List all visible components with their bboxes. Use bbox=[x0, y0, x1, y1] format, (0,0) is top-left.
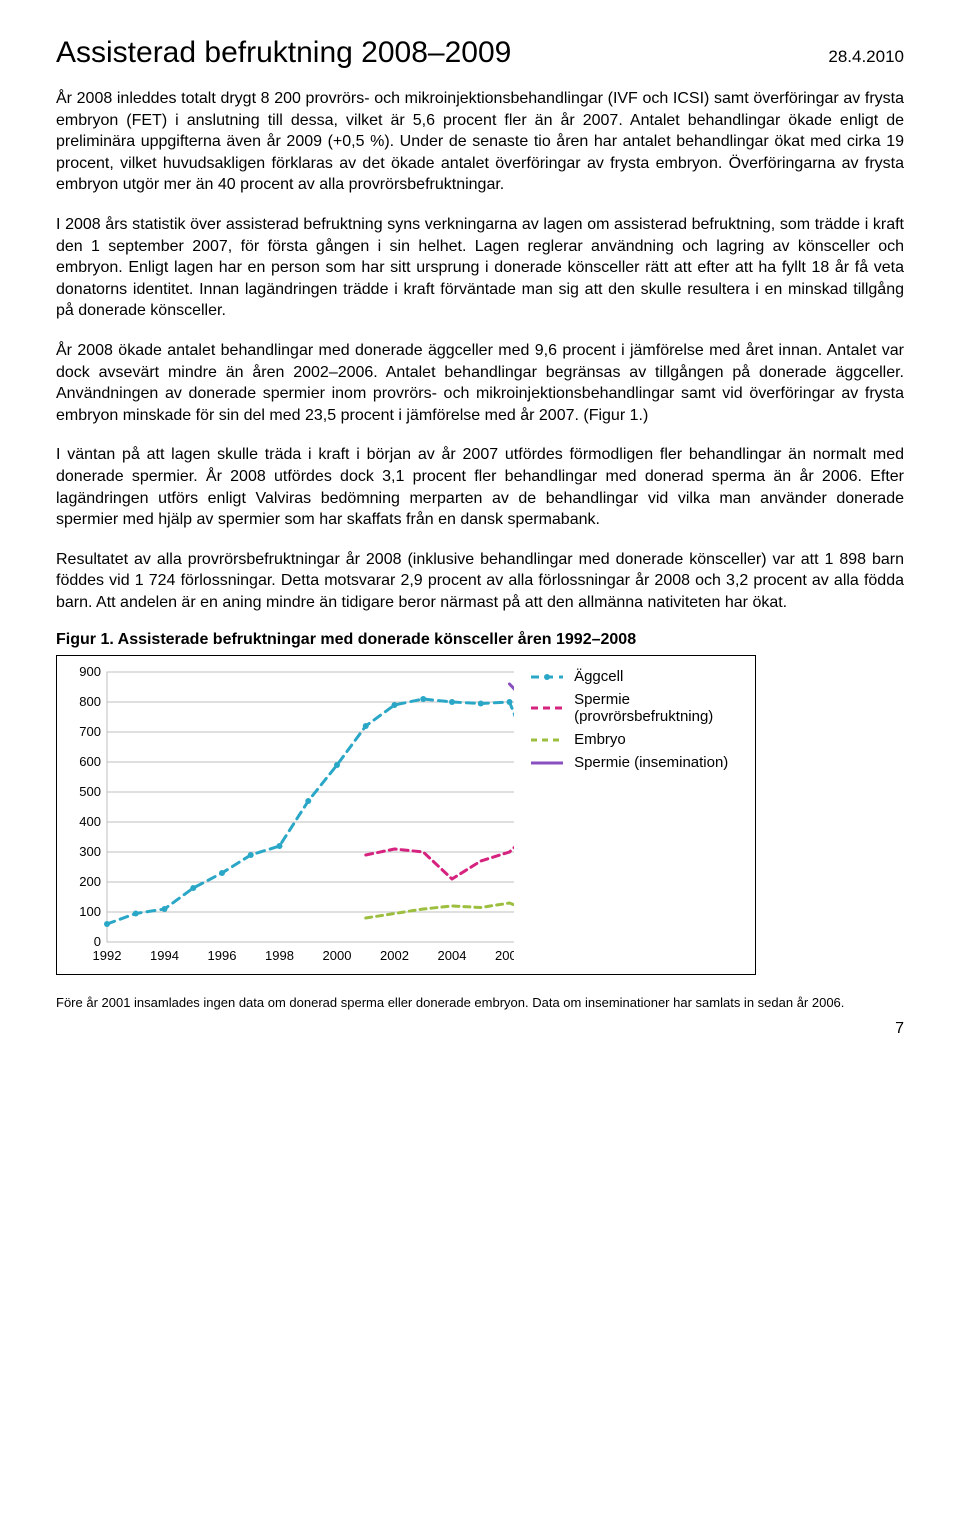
svg-text:0: 0 bbox=[94, 934, 101, 949]
svg-text:2000: 2000 bbox=[323, 948, 352, 963]
legend-label: Spermie (insemination) bbox=[574, 754, 728, 771]
paragraph-2: I 2008 års statistik över assisterad bef… bbox=[56, 214, 904, 322]
legend-item: Äggcell bbox=[530, 668, 745, 685]
page-title: Assisterad befruktning 2008–2009 bbox=[56, 36, 511, 70]
paragraph-4: I väntan på att lagen skulle träda i kra… bbox=[56, 444, 904, 530]
line-chart: 0 100 200 300 400 500 600 700 800 900 1992 1994 1996… bbox=[67, 664, 514, 968]
title-row: Assisterad befruktning 2008–2009 28.4.20… bbox=[56, 36, 904, 70]
legend-item: Spermie (provrörsbefruktning) bbox=[530, 691, 745, 725]
svg-text:700: 700 bbox=[79, 724, 101, 739]
legend-item: Spermie (insemination) bbox=[530, 754, 745, 771]
svg-text:800: 800 bbox=[79, 694, 101, 709]
svg-text:2002: 2002 bbox=[380, 948, 409, 963]
legend-label: Embryo bbox=[574, 731, 626, 748]
legend-label: Äggcell bbox=[574, 668, 623, 685]
figure-footnote: Före år 2001 insamlades ingen data om do… bbox=[56, 995, 904, 1012]
svg-text:400: 400 bbox=[79, 814, 101, 829]
svg-text:2006: 2006 bbox=[495, 948, 514, 963]
svg-text:500: 500 bbox=[79, 784, 101, 799]
svg-text:1998: 1998 bbox=[265, 948, 294, 963]
svg-text:300: 300 bbox=[79, 844, 101, 859]
page-number: 7 bbox=[56, 1020, 904, 1038]
chart-container: 0 100 200 300 400 500 600 700 800 900 1992 1994 1996… bbox=[56, 655, 756, 975]
chart-legend: Äggcell Spermie (provrörsbefruktning) Embr… bbox=[530, 668, 745, 777]
paragraph-1: År 2008 inleddes totalt drygt 8 200 prov… bbox=[56, 88, 904, 196]
paragraph-5: Resultatet av alla provrörsbefruktningar… bbox=[56, 549, 904, 614]
svg-text:1992: 1992 bbox=[93, 948, 122, 963]
svg-text:2004: 2004 bbox=[438, 948, 467, 963]
legend-label: Spermie (provrörsbefruktning) bbox=[574, 691, 745, 725]
svg-text:1994: 1994 bbox=[150, 948, 179, 963]
svg-text:900: 900 bbox=[79, 664, 101, 679]
svg-text:1996: 1996 bbox=[208, 948, 237, 963]
page-date: 28.4.2010 bbox=[828, 47, 904, 67]
svg-text:100: 100 bbox=[79, 904, 101, 919]
legend-item: Embryo bbox=[530, 731, 745, 748]
paragraph-3: År 2008 ökade antalet behandlingar med d… bbox=[56, 340, 904, 426]
svg-text:200: 200 bbox=[79, 874, 101, 889]
figure-caption: Figur 1. Assisterade befruktningar med d… bbox=[56, 631, 904, 649]
svg-text:600: 600 bbox=[79, 754, 101, 769]
